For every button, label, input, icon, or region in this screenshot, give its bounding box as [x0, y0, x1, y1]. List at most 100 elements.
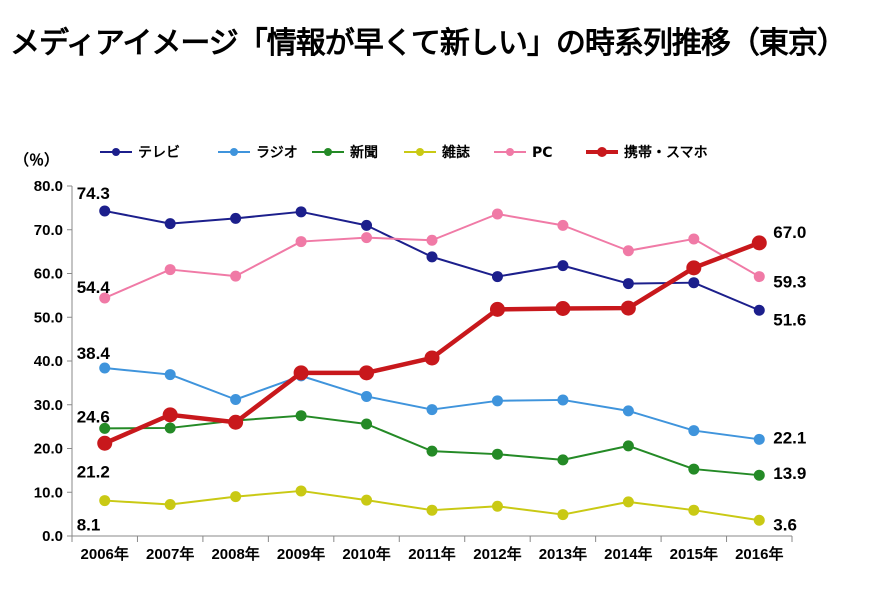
axes: 0.0 10.0 20.0 30.0 40.0 50.0 60.0 70.0 80.0 2006年…: [34, 178, 793, 563]
data-point: [162, 407, 178, 423]
data-label: 51.6: [773, 310, 806, 329]
y-tick-label: 80.0: [34, 178, 63, 195]
x-tick-label: 2012年: [473, 545, 521, 563]
y-axis-unit-label: （％）: [14, 151, 59, 169]
data-label: 21.2: [77, 462, 110, 481]
data-point: [557, 260, 569, 272]
series-layer: [97, 205, 767, 526]
data-point: [295, 485, 307, 497]
data-label: 67.0: [773, 223, 806, 242]
data-point: [426, 445, 438, 457]
data-point: [99, 205, 111, 217]
series-0: [99, 205, 765, 316]
data-labels-layer: 74.3 51.6 38.4 22.1 24.6 13.9 8.1 3.6 54.4 59.3 21…: [77, 184, 807, 535]
legend-item: 雑誌: [404, 144, 470, 161]
data-label: 8.1: [77, 516, 101, 535]
legend-label: PC: [532, 145, 553, 161]
data-point: [491, 208, 503, 220]
data-point: [491, 395, 503, 407]
series-5: [97, 235, 767, 451]
x-tick-label: 2016年: [735, 545, 783, 563]
data-point: [426, 234, 438, 246]
data-point: [620, 300, 636, 316]
data-point: [622, 278, 634, 290]
data-point: [426, 404, 438, 416]
data-label: 38.4: [77, 344, 111, 363]
data-label: 74.3: [77, 184, 110, 203]
y-tick-label: 70.0: [34, 222, 63, 239]
data-point: [99, 292, 111, 304]
y-tick-label: 20.0: [34, 441, 63, 458]
data-point: [164, 218, 176, 230]
legend-marker: [416, 148, 424, 156]
data-point: [753, 433, 765, 445]
x-tick-label: 2011年: [408, 545, 456, 563]
data-point: [164, 422, 176, 434]
legend: テレビ ラジオ 新聞 雑誌 PC 携帯・スマホ: [100, 144, 708, 161]
y-tick-label: 10.0: [34, 484, 63, 501]
data-point: [164, 369, 176, 381]
legend-marker: [506, 148, 514, 156]
data-point: [295, 206, 307, 218]
data-point: [228, 414, 244, 430]
data-point: [557, 219, 569, 231]
legend-label: 雑誌: [441, 144, 470, 161]
series-line: [104, 367, 760, 441]
data-point: [230, 394, 242, 405]
data-point: [557, 454, 569, 466]
data-point: [688, 233, 700, 245]
data-label: 3.6: [773, 515, 797, 534]
data-label: 54.4: [77, 278, 111, 297]
data-point: [99, 495, 111, 507]
data-point: [361, 390, 373, 402]
data-point: [491, 500, 503, 512]
data-point: [359, 365, 375, 381]
data-point: [753, 271, 765, 283]
chart-title: メディアイメージ「情報が早くて新しい」の時系列推移（東京）: [10, 26, 847, 61]
data-point: [295, 236, 307, 248]
data-point: [688, 425, 700, 437]
data-point: [426, 251, 438, 263]
y-tick-label: 30.0: [34, 397, 63, 414]
data-point: [751, 235, 767, 251]
legend-item: 新聞: [312, 144, 378, 161]
data-point: [361, 232, 373, 244]
legend-item: ラジオ: [218, 145, 298, 161]
x-tick-label: 2010年: [342, 545, 390, 563]
y-tick-label: 50.0: [34, 309, 63, 326]
data-point: [361, 219, 373, 231]
data-point: [361, 418, 373, 430]
data-point: [426, 504, 438, 516]
y-tick-label: 60.0: [34, 266, 63, 283]
data-point: [753, 469, 765, 481]
data-point: [555, 301, 571, 316]
series-4: [99, 208, 765, 304]
data-point: [688, 463, 700, 475]
legend-marker: [597, 147, 607, 157]
legend-label: テレビ: [138, 145, 180, 161]
data-point: [99, 422, 111, 434]
data-point: [424, 350, 440, 366]
series-3: [99, 485, 765, 526]
x-tick-label: 2013年: [539, 545, 587, 563]
data-point: [97, 435, 113, 451]
legend-marker: [324, 148, 332, 156]
legend-item: 携帯・スマホ: [586, 144, 708, 161]
y-tick-label: 0.0: [42, 528, 63, 545]
data-label: 24.6: [77, 407, 110, 426]
data-point: [491, 271, 503, 283]
x-tick-label: 2006年: [81, 545, 129, 563]
data-point: [164, 264, 176, 276]
data-point: [622, 405, 634, 417]
data-point: [753, 514, 765, 526]
data-point: [230, 212, 242, 224]
series-line: [104, 414, 760, 477]
data-point: [557, 509, 569, 521]
data-point: [622, 440, 634, 452]
data-point: [753, 304, 765, 316]
legend-item: PC: [494, 145, 553, 161]
data-point: [688, 504, 700, 516]
x-tick-label: 2015年: [670, 545, 718, 563]
data-point: [557, 394, 569, 406]
data-point: [361, 494, 373, 506]
